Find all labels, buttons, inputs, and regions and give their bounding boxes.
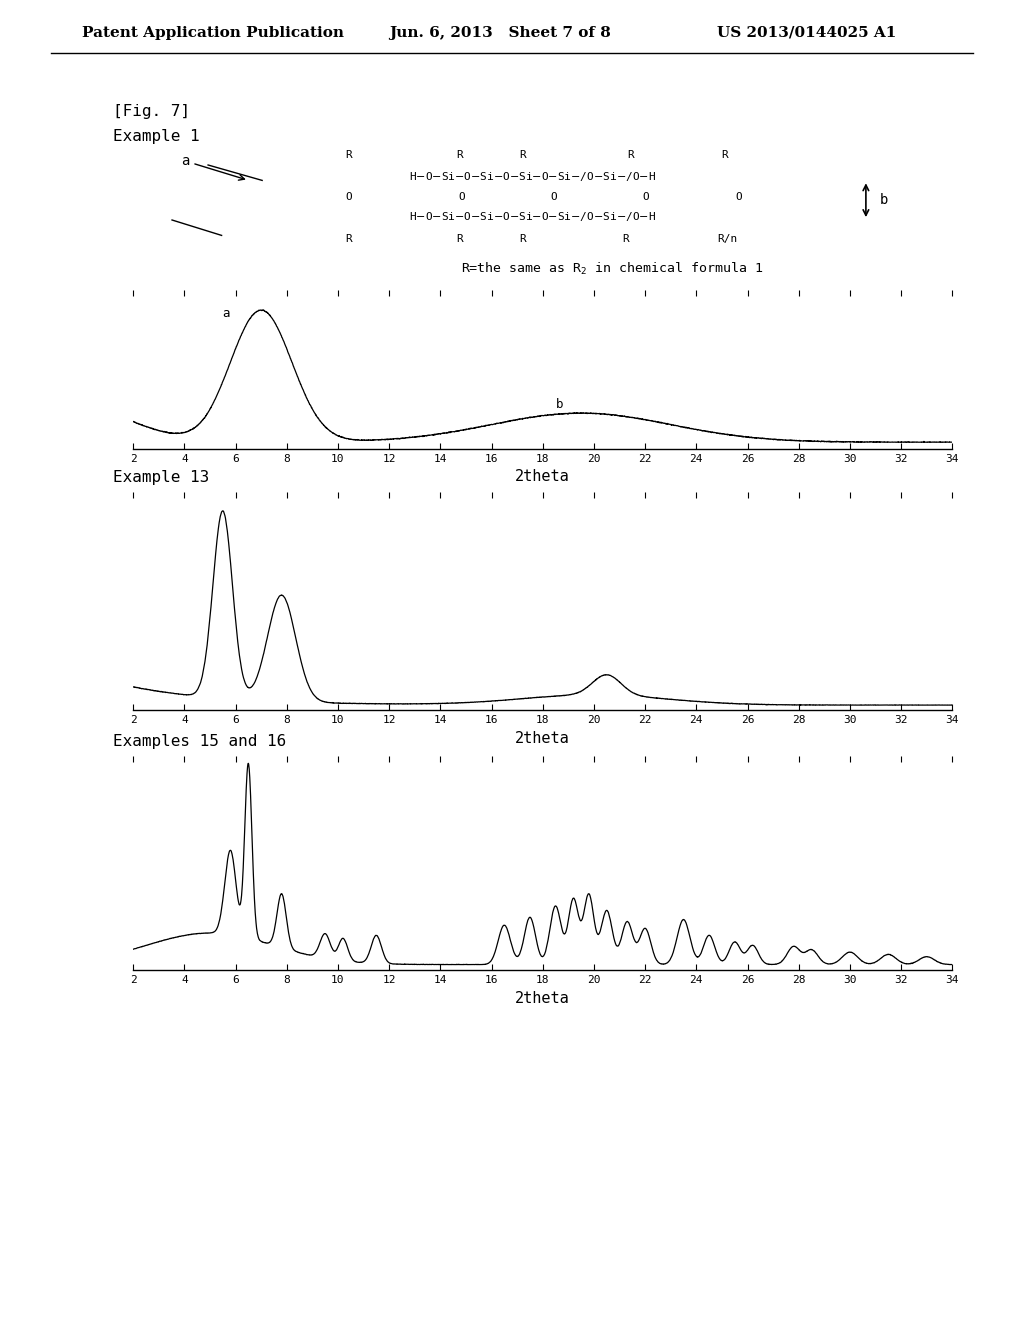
Text: R: R	[519, 234, 525, 244]
Text: R/n: R/n	[717, 234, 737, 244]
Text: Example 1: Example 1	[113, 129, 200, 144]
Text: R: R	[623, 234, 630, 244]
X-axis label: 2theta: 2theta	[515, 730, 570, 746]
Text: R: R	[722, 149, 728, 160]
Text: R: R	[345, 149, 352, 160]
Text: O: O	[642, 193, 649, 202]
Text: R: R	[456, 149, 463, 160]
Text: O: O	[551, 193, 557, 202]
Text: Patent Application Publication: Patent Application Publication	[82, 26, 344, 40]
Text: Example 13: Example 13	[113, 470, 209, 484]
Text: b: b	[880, 193, 888, 207]
Text: R: R	[345, 234, 352, 244]
Text: H$-$O$-$Si$-$O$-$Si$-$O$-$Si$-$O$-$Si$-$/O$-$Si$-$/O$-$H: H$-$O$-$Si$-$O$-$Si$-$O$-$Si$-$O$-$Si$-$…	[409, 210, 656, 223]
Text: US 2013/0144025 A1: US 2013/0144025 A1	[717, 26, 896, 40]
Text: a: a	[181, 154, 245, 180]
Text: a: a	[223, 306, 230, 319]
Text: O: O	[459, 193, 465, 202]
Text: R: R	[456, 234, 463, 244]
Text: R=the same as $\mathregular{R_2}$ in chemical formula 1: R=the same as $\mathregular{R_2}$ in che…	[461, 261, 763, 277]
Text: [Fig. 7]: [Fig. 7]	[113, 104, 189, 119]
Text: O: O	[735, 193, 742, 202]
Text: R: R	[627, 149, 634, 160]
X-axis label: 2theta: 2theta	[515, 469, 570, 484]
Text: Examples 15 and 16: Examples 15 and 16	[113, 734, 286, 748]
Text: Jun. 6, 2013   Sheet 7 of 8: Jun. 6, 2013 Sheet 7 of 8	[389, 26, 611, 40]
Text: O: O	[345, 193, 352, 202]
Text: R: R	[519, 149, 525, 160]
Text: b: b	[555, 397, 563, 411]
Text: H$-$O$-$Si$-$O$-$Si$-$O$-$Si$-$O$-$Si$-$/O$-$Si$-$/O$-$H: H$-$O$-$Si$-$O$-$Si$-$O$-$Si$-$O$-$Si$-$…	[409, 170, 656, 183]
X-axis label: 2theta: 2theta	[515, 990, 570, 1006]
